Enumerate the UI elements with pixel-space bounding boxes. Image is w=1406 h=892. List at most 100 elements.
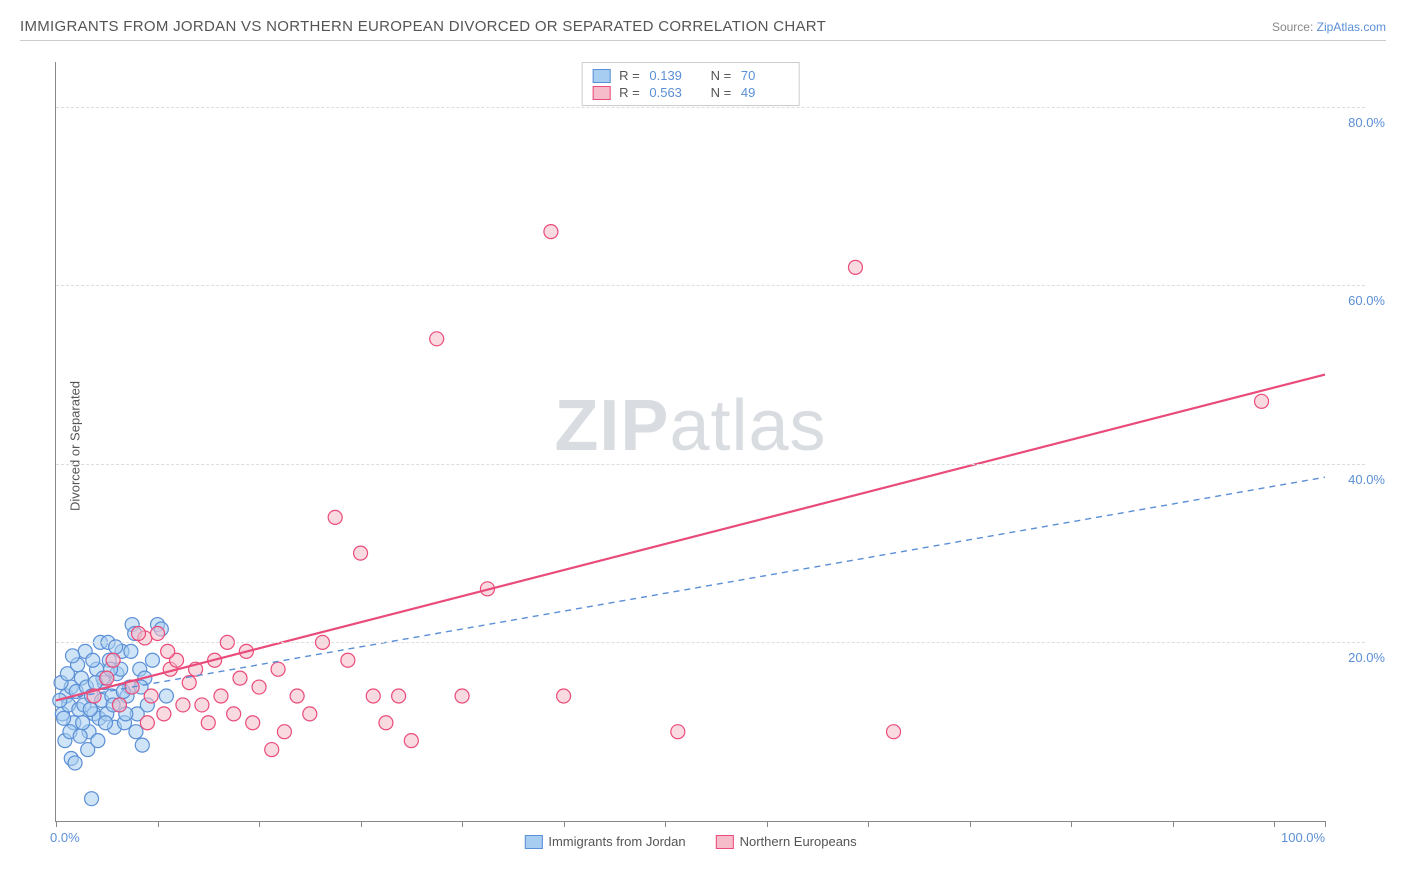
y-tick-label: 20.0% [1348,650,1385,665]
gridline-h [56,464,1365,465]
scatter-point [68,756,82,770]
legend-label-2: Northern Europeans [740,834,857,849]
source-link[interactable]: ZipAtlas.com [1317,20,1386,34]
scatter-point [57,711,71,725]
scatter-point [233,671,247,685]
scatter-point [290,689,304,703]
title-bar: IMMIGRANTS FROM JORDAN VS NORTHERN EUROP… [20,18,1386,35]
scatter-point [214,689,228,703]
scatter-point [86,653,100,667]
scatter-point [176,698,190,712]
scatter-point [65,649,79,663]
plot-area: ZIPatlas R = 0.139 N = 70 R = 0.563 N = … [55,62,1325,822]
gridline-h [56,285,1365,286]
scatter-point [144,689,158,703]
legend-item-2: Northern Europeans [716,834,857,849]
scatter-point [112,698,126,712]
scatter-point [544,225,558,239]
legend-n-label: N = [711,85,732,100]
scatter-point [246,716,260,730]
legend-n-value-1: 70 [741,68,789,83]
scatter-point [557,689,571,703]
scatter-point [366,689,380,703]
scatter-point [129,725,143,739]
legend-series: Immigrants from Jordan Northern European… [524,834,856,849]
chart-title: IMMIGRANTS FROM JORDAN VS NORTHERN EUROP… [20,18,826,35]
x-tick [56,821,57,827]
x-tick [1071,821,1072,827]
scatter-point [392,689,406,703]
scatter-point [455,689,469,703]
x-tick-label: 100.0% [1281,830,1325,845]
scatter-point [1255,394,1269,408]
x-tick [361,821,362,827]
y-tick-label: 40.0% [1348,472,1385,487]
scatter-point [277,725,291,739]
x-tick [1173,821,1174,827]
legend-correlation: R = 0.139 N = 70 R = 0.563 N = 49 [581,62,800,106]
scatter-point [227,707,241,721]
legend-r-value-2: 0.563 [649,85,697,100]
y-tick-label: 60.0% [1348,293,1385,308]
legend-item-1: Immigrants from Jordan [524,834,685,849]
x-tick [158,821,159,827]
x-tick-label: 0.0% [50,830,80,845]
legend-swatch-1 [592,69,610,83]
scatter-point [671,725,685,739]
scatter-point [151,626,165,640]
x-tick [1325,821,1326,827]
x-tick [564,821,565,827]
scatter-point [91,734,105,748]
x-tick [665,821,666,827]
scatter-point [145,653,159,667]
scatter-point [161,644,175,658]
scatter-point [76,716,90,730]
scatter-point [106,653,120,667]
scatter-point [887,725,901,739]
scatter-point [98,716,112,730]
x-tick [462,821,463,827]
source-attribution: Source: ZipAtlas.com [1272,20,1386,34]
x-tick [259,821,260,827]
legend-row-series-1: R = 0.139 N = 70 [592,67,789,84]
x-tick [767,821,768,827]
scatter-point [85,792,99,806]
plot-svg [56,62,1325,821]
legend-n-label: N = [711,68,732,83]
scatter-point [848,260,862,274]
source-prefix: Source: [1272,20,1317,34]
legend-r-label: R = [619,85,640,100]
trend-line [56,477,1325,700]
trend-line [56,375,1325,701]
scatter-point [195,698,209,712]
gridline-h [56,642,1365,643]
x-tick [970,821,971,827]
scatter-point [100,671,114,685]
legend-row-series-2: R = 0.563 N = 49 [592,84,789,101]
gridline-h [56,107,1365,108]
scatter-point [124,644,138,658]
scatter-point [83,702,97,716]
scatter-point [131,626,145,640]
scatter-point [159,689,173,703]
y-tick-label: 80.0% [1348,115,1385,130]
scatter-point [354,546,368,560]
legend-swatch-1 [524,835,542,849]
x-tick [868,821,869,827]
scatter-point [157,707,171,721]
title-underline [20,40,1386,41]
legend-r-value-1: 0.139 [649,68,697,83]
scatter-point [328,510,342,524]
x-tick [1274,821,1275,827]
legend-label-1: Immigrants from Jordan [548,834,685,849]
legend-swatch-2 [592,86,610,100]
scatter-point [252,680,266,694]
scatter-point [135,738,149,752]
legend-swatch-2 [716,835,734,849]
legend-n-value-2: 49 [741,85,789,100]
scatter-point [341,653,355,667]
scatter-point [430,332,444,346]
scatter-point [265,743,279,757]
scatter-point [271,662,285,676]
scatter-point [201,716,215,730]
